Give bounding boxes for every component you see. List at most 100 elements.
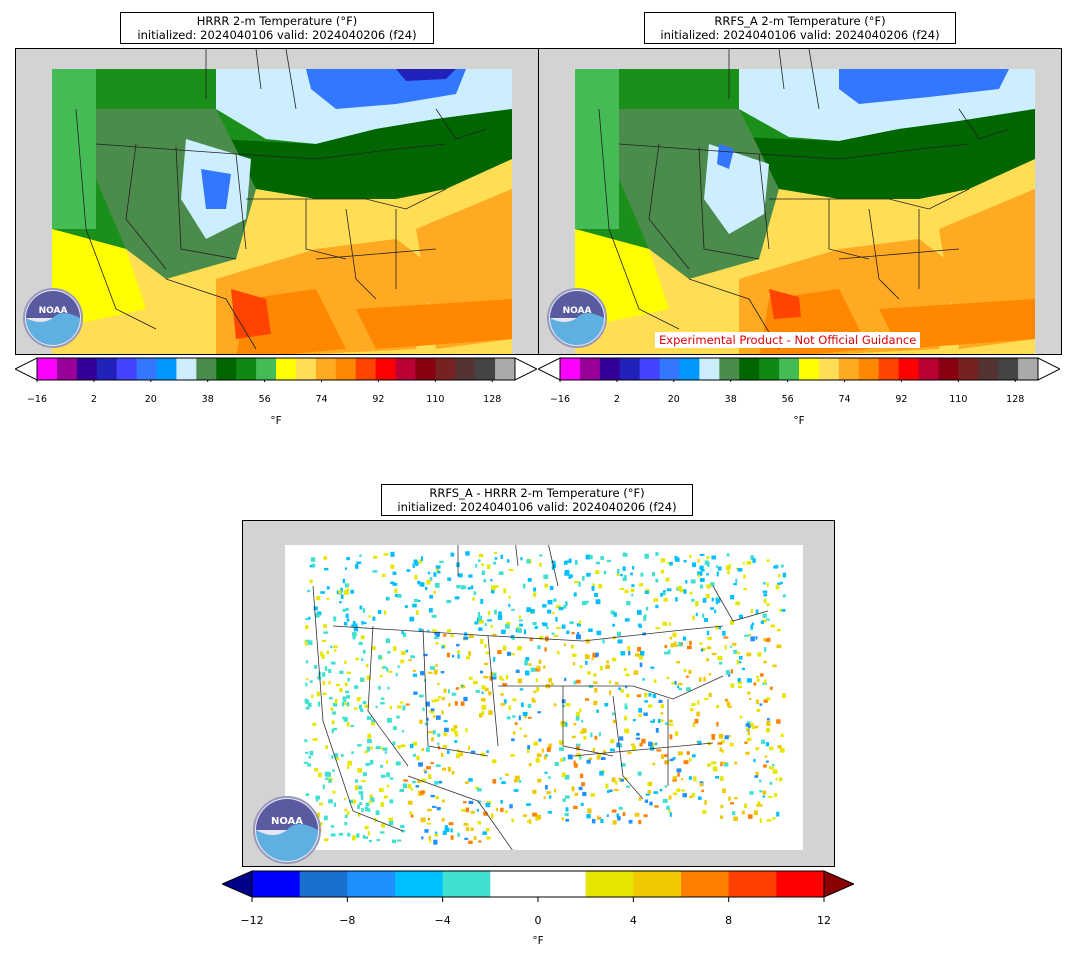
rrfs-map [538,48,1062,355]
diff-tick-label: −8 [339,914,356,927]
experimental-warning: Experimental Product - Not Official Guid… [655,332,921,348]
diff-under-triangle [222,870,253,898]
rrfs-cb-swatch [779,358,800,380]
hrrr-title-line2: initialized: 2024040106 valid: 202404020… [137,28,417,42]
diff-swatch [299,871,348,897]
rrfs-cb-over-triangle [1037,357,1060,381]
rrfs-cb-swatch [619,358,641,380]
hrrr-cb-swatch [375,358,396,380]
rrfs-cb-tick-label: 74 [838,394,851,405]
hrrr-cb-tick-label: 128 [483,394,502,405]
diff-swatch [395,871,444,897]
hrrr-cb-tick-label: 56 [258,394,271,405]
diff-map [242,520,835,867]
rrfs-cb-swatch [858,358,880,380]
hrrr-title-line1: HRRR 2-m Temperature (°F) [196,14,358,28]
rrfs-cb-tick-label: 56 [781,394,794,405]
rrfs-cb-swatch [998,358,1019,380]
hrrr-cb-swatch [355,358,377,380]
rrfs-cb-swatch [759,358,780,380]
rrfs-cb-under-triangle [538,357,561,381]
hrrr-cb-tick-label: −16 [26,394,48,405]
rrfs-cb-tick-label: 128 [1006,394,1025,405]
diff-tick-label: 0 [534,914,542,927]
hrrr-cb-under-triangle [15,357,38,381]
rrfs-cb-swatch [679,358,700,380]
rrfs-cb-tick-label: 110 [949,394,968,405]
hrrr-cb-swatch [495,358,516,380]
hrrr-cb-swatch [475,358,496,380]
rrfs-cb-swatch [599,358,621,380]
hrrr-cb-swatch [56,358,78,380]
rrfs-temp-colorbar [538,357,1060,382]
rrfs-cb-swatch [739,358,760,380]
rrfs-cb-tick-label: 20 [667,394,680,405]
hrrr-cb-swatch [236,358,257,380]
diff-swatch [442,871,491,897]
diff-swatch [633,871,682,897]
hrrr-cb-swatch [116,358,138,380]
diff-tick-label: 12 [817,914,831,927]
hrrr-map [15,48,539,355]
hrrr-cb-swatch [276,358,297,380]
diff-swatch [776,871,825,897]
diff-tick-label: −12 [240,914,264,927]
rrfs-cb-swatch [719,358,740,380]
rrfs-colorbar-unit: °F [793,415,805,427]
hrrr-cb-swatch [395,358,416,380]
rrfs-cb-swatch [1018,358,1039,380]
diff-swatch [728,871,777,897]
hrrr-cb-swatch [156,358,177,380]
hrrr-cb-swatch [435,358,456,380]
diff-swatch [538,871,587,897]
hrrr-cb-swatch [335,358,357,380]
diff-swatch [681,871,730,897]
noaa-logo-icon: NOAA [23,288,83,348]
rrfs-cb-swatch [838,358,860,380]
hrrr-temp-colorbar [15,357,537,382]
diff-title: RRFS_A - HRRR 2-m Temperature (°F) initi… [381,484,693,516]
hrrr-cb-swatch [176,358,197,380]
diff-swatch [585,871,634,897]
diff-swatch [490,871,539,897]
svg-text:NOAA: NOAA [563,306,592,316]
rrfs-cb-swatch [898,358,919,380]
hrrr-cb-swatch [96,358,118,380]
hrrr-cb-tick-label: 20 [144,394,157,405]
rrfs-cb-swatch [958,358,979,380]
rrfs-cb-tick-label: 2 [613,394,620,405]
diff-tick-label: 4 [629,914,637,927]
hrrr-cb-tick-label: 2 [90,394,97,405]
diff-title-line1: RRFS_A - HRRR 2-m Temperature (°F) [429,486,645,500]
diff-title-line2: initialized: 2024040106 valid: 202404020… [397,500,677,514]
noaa-logo-icon: NOAA [547,288,607,348]
diff-swatch [347,871,396,897]
hrrr-cb-swatch [455,358,476,380]
rrfs-cb-swatch [918,358,939,380]
diff-swatch [252,871,301,897]
rrfs-cb-swatch [799,358,820,380]
hrrr-cb-swatch [295,358,317,380]
noaa-logo-icon: NOAA [253,796,321,864]
rrfs-cb-tick-label: 92 [895,394,908,405]
rrfs-cb-swatch [878,358,900,380]
hrrr-cb-over-triangle [514,357,537,381]
rrfs-cb-swatch [659,358,680,380]
hrrr-cb-swatch [415,358,436,380]
hrrr-cb-swatch [315,358,337,380]
hrrr-cb-tick-label: 74 [315,394,328,405]
svg-text:NOAA: NOAA [39,306,68,316]
rrfs-title: RRFS_A 2-m Temperature (°F) initialized:… [644,12,956,44]
hrrr-colorbar-unit: °F [270,415,282,427]
hrrr-cb-swatch [136,358,157,380]
rrfs-cb-swatch [579,358,601,380]
rrfs-cb-tick-label: −16 [549,394,571,405]
rrfs-cb-swatch [978,358,999,380]
diff-tick-label: −4 [434,914,451,927]
rrfs-cb-swatch [938,358,959,380]
rrfs-cb-swatch [699,358,720,380]
hrrr-cb-tick-label: 110 [426,394,445,405]
rrfs-cb-swatch [818,358,840,380]
svg-text:NOAA: NOAA [271,816,303,827]
hrrr-cb-swatch [216,358,237,380]
